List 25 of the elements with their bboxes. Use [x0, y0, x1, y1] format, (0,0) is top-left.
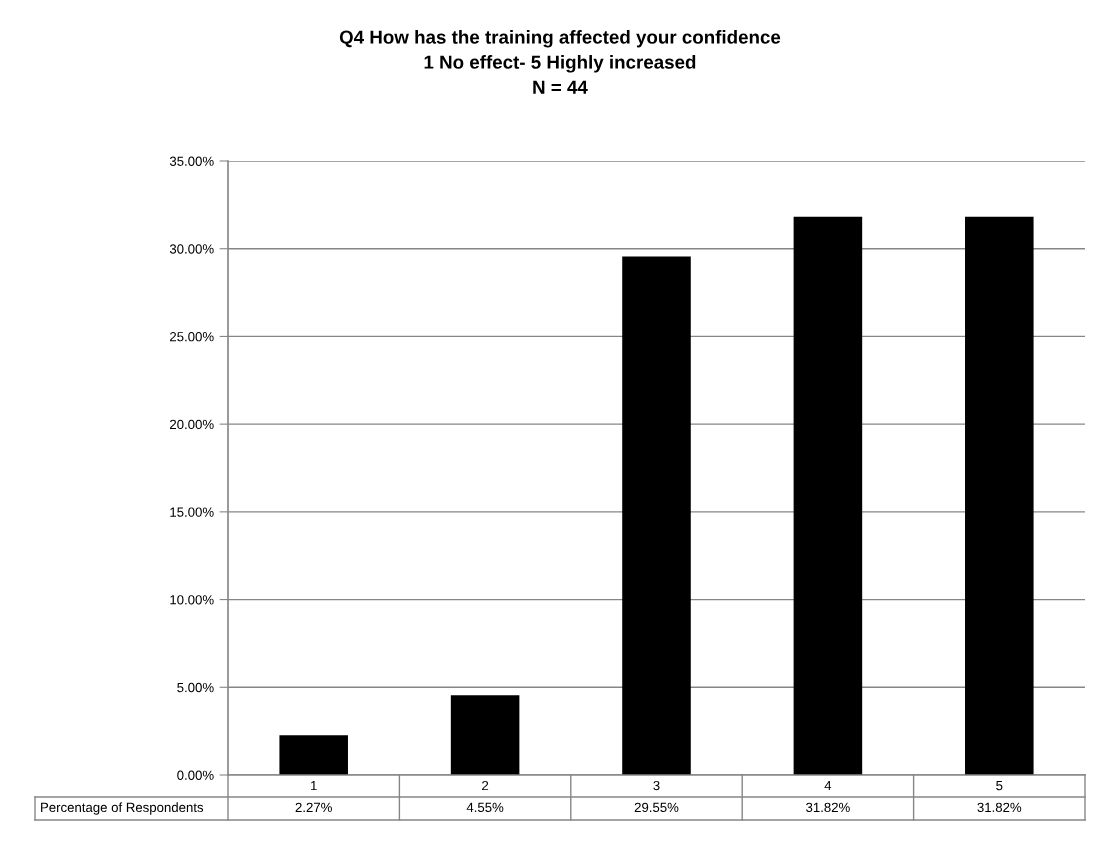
data-label: 29.55% [634, 802, 679, 813]
y-tick-label: 5.00% [177, 682, 214, 693]
data-label: 4.55% [466, 802, 504, 813]
bar [279, 735, 348, 775]
x-tick-label: 4 [824, 781, 832, 791]
y-tick-label: 35.00% [169, 156, 214, 166]
y-tick-label: 0.00% [177, 770, 214, 780]
chart-title: Q4 How has the training affected your confidence 1 No effect- 5 Highly increased N = 44 [339, 30, 781, 94]
y-tick-label: 25.00% [170, 332, 214, 342]
bar [622, 256, 691, 775]
bar [793, 216, 863, 775]
data-label: 2.27% [295, 802, 332, 812]
y-tick-label: 30.00% [169, 244, 214, 254]
x-tick-label: 5 [996, 781, 1003, 791]
y-tick-label: 20.00% [170, 419, 214, 430]
bar [965, 216, 1034, 775]
text: Percentage of Respondents [41, 802, 204, 815]
bar [450, 695, 520, 775]
x-tick-label: 1 [311, 781, 317, 791]
data-label: 31.82% [806, 802, 850, 813]
data-label: 31.82% [977, 802, 1022, 813]
y-tick-label: 15.00% [170, 507, 214, 517]
x-tick-label: 2 [482, 780, 489, 791]
y-tick-label: 10.00% [170, 595, 214, 605]
x-tick-label: 3 [653, 780, 660, 791]
